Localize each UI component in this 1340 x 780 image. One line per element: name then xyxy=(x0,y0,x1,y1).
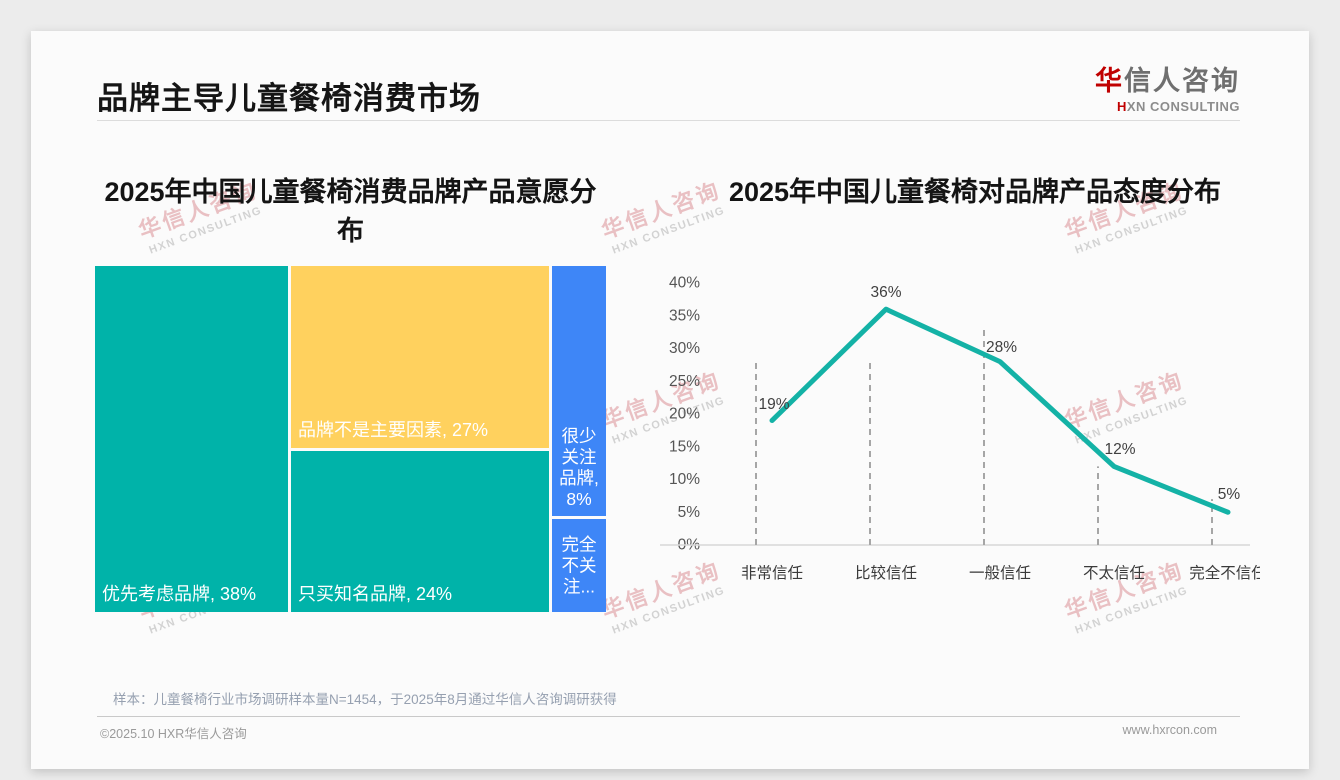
treemap-label: 品牌不是主要因素, 27% xyxy=(298,420,489,440)
x-axis-label: 一般信任 xyxy=(969,564,1031,582)
y-tick-label: 35% xyxy=(669,307,700,324)
logo-english-text: HXN CONSULTING xyxy=(1116,99,1240,114)
treemap-block-prioritize-brand[interactable]: 优先考虑品牌, 38% xyxy=(95,266,288,612)
title-divider xyxy=(97,120,1240,121)
treemap-block-rarely-care-brand[interactable]: 很少 关注 品牌, 8% xyxy=(552,266,606,516)
footer-website: www.hxrcon.com xyxy=(1122,723,1217,737)
treemap-label: 完全 不关 注... xyxy=(561,534,597,596)
treemap-title: 2025年中国儿童餐椅消费品牌产品意愿分布 xyxy=(104,177,597,246)
data-label: 19% xyxy=(758,396,789,413)
data-label: 5% xyxy=(1218,486,1241,503)
footer-copyright: ©2025.10 HXR华信人咨询 xyxy=(100,727,247,741)
y-tick-label: 40% xyxy=(669,275,700,292)
slide-card: 品牌主导儿童餐椅消费市场 华信人咨询 HXN CONSULTING 华信人咨询 H… xyxy=(31,31,1309,769)
sample-note: 样本：儿童餐椅行业市场调研样本量N=1454，于2025年8月通过华信人咨询调研… xyxy=(113,692,617,707)
x-axis-label: 完全不信任 xyxy=(1189,564,1260,582)
treemap-block-brand-not-main-factor[interactable]: 品牌不是主要因素, 27% xyxy=(291,266,549,448)
trust-line-chart[interactable]: 0%5%10%15%20%25%30%35%40%19%36%28%12%5%非… xyxy=(640,250,1260,600)
y-tick-label: 30% xyxy=(669,340,700,357)
treemap-chart: 优先考虑品牌, 38% 品牌不是主要因素, 27% 只买知名品牌, 24% 很少… xyxy=(95,266,606,612)
treemap-block-never-care-brand[interactable]: 完全 不关 注... xyxy=(552,519,606,612)
treemap-label: 只买知名品牌, 24% xyxy=(298,584,453,604)
page-title: 品牌主导儿童餐椅消费市场 xyxy=(97,81,481,116)
treemap-block-only-famous-brands[interactable]: 只买知名品牌, 24% xyxy=(291,451,549,612)
y-tick-label: 5% xyxy=(678,504,701,521)
trust-line-series xyxy=(769,306,1231,515)
treemap-label: 优先考虑品牌, 38% xyxy=(102,584,257,604)
y-tick-label: 10% xyxy=(669,471,700,488)
data-label: 36% xyxy=(870,284,901,301)
x-axis-label: 比较信任 xyxy=(855,564,917,582)
footer-divider xyxy=(97,716,1240,717)
treemap-label: 很少 关注 品牌, 8% xyxy=(559,426,599,509)
company-logo: 华信人咨询 HXN CONSULTING xyxy=(1095,59,1240,114)
data-label: 28% xyxy=(986,339,1017,356)
logo-chinese-text: 华信人咨询 xyxy=(1095,66,1240,96)
data-label: 12% xyxy=(1104,441,1135,458)
y-tick-label: 15% xyxy=(669,438,700,455)
y-tick-label: 25% xyxy=(669,373,700,390)
line-chart-title: 2025年中国儿童餐椅对品牌产品态度分布 xyxy=(728,177,1222,207)
x-axis-label: 非常信任 xyxy=(741,564,803,582)
x-axis-label: 不太信任 xyxy=(1083,564,1145,582)
y-tick-label: 20% xyxy=(669,406,700,423)
